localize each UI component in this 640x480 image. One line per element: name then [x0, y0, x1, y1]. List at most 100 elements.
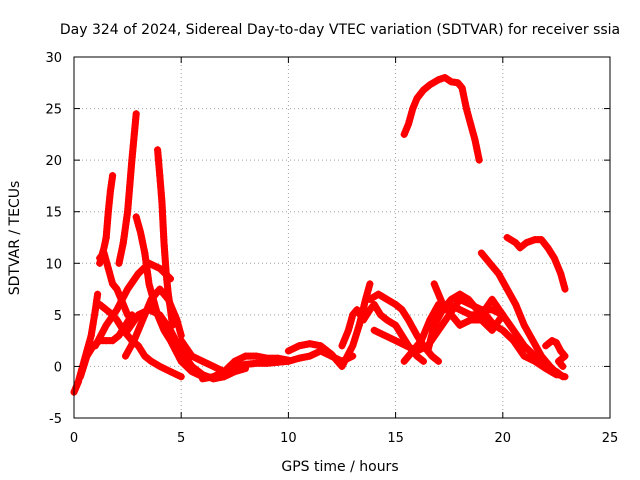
data-point [560, 282, 568, 290]
data-point [558, 273, 565, 281]
data-point [557, 270, 565, 278]
data-point [167, 275, 174, 283]
data-point [94, 290, 102, 298]
x-tick-label: 5 [177, 431, 185, 446]
x-tick-label: 10 [280, 431, 297, 446]
x-tick-label: 20 [495, 431, 512, 446]
y-tick-label: 0 [54, 360, 62, 375]
data-point [108, 277, 116, 285]
data-point [475, 156, 483, 164]
data-point [464, 111, 472, 119]
data-point [132, 110, 140, 118]
data-point [344, 326, 352, 334]
data-point [408, 108, 416, 116]
data-point [176, 328, 184, 336]
y-tick-label: 30 [45, 51, 62, 66]
data-point [469, 129, 477, 137]
data-point [102, 255, 110, 263]
data-point [435, 76, 442, 84]
data-point [435, 357, 442, 365]
data-point [420, 357, 427, 365]
series-arc-8 [154, 146, 177, 329]
data-point [74, 378, 82, 386]
y-tick-label: 5 [54, 309, 62, 324]
data-series-group [70, 74, 569, 396]
y-tick-label: 10 [45, 257, 62, 272]
data-point [467, 120, 475, 128]
y-axis-label: SDTVAR / TECUs [7, 181, 23, 296]
x-tick-label: 25 [602, 431, 619, 446]
data-point [107, 274, 115, 282]
series-arc-11 [124, 306, 249, 383]
data-point [85, 338, 93, 346]
data-point [406, 114, 414, 122]
y-tick-label: 20 [45, 154, 62, 169]
series-arc-21 [400, 74, 483, 164]
data-point [151, 302, 159, 310]
data-point [363, 289, 371, 297]
data-point [149, 292, 156, 300]
series-arc-24 [542, 337, 569, 370]
data-point [105, 268, 113, 275]
data-point [365, 283, 373, 291]
series-arc-9 [91, 259, 174, 350]
data-point [106, 271, 114, 279]
x-axis-label: GPS time / hours [281, 459, 398, 475]
data-point [405, 120, 412, 128]
data-point [561, 285, 569, 293]
series-line [400, 74, 483, 164]
data-point [132, 213, 140, 221]
data-point [148, 289, 156, 297]
series-arc-19 [400, 295, 507, 365]
data-point [470, 132, 478, 140]
data-point [345, 323, 353, 331]
data-point [346, 320, 354, 328]
data-point [407, 111, 415, 119]
data-point [175, 322, 183, 330]
data-point [104, 264, 112, 272]
y-tick-label: 25 [45, 103, 62, 118]
series-arc-10 [96, 301, 185, 381]
data-point [150, 299, 158, 306]
data-point [146, 283, 154, 291]
x-tick-label: 15 [387, 431, 404, 446]
data-point [145, 280, 153, 288]
chart-title: Day 324 of 2024, Sidereal Day-to-day VTE… [60, 22, 620, 38]
series-line [91, 259, 174, 350]
data-point [366, 280, 374, 288]
data-point [462, 105, 470, 113]
y-tick-label: 15 [45, 206, 62, 221]
data-point [134, 219, 142, 227]
data-point [468, 123, 475, 131]
data-point [109, 172, 117, 180]
series-arc-20 [430, 280, 507, 334]
data-point [466, 117, 474, 125]
data-point [177, 373, 185, 381]
data-point [176, 325, 183, 333]
data-point [124, 311, 132, 319]
data-point [103, 261, 111, 269]
data-point [558, 276, 566, 284]
plot-frame [73, 56, 611, 419]
data-point [561, 373, 569, 381]
data-point [558, 372, 566, 380]
data-point [555, 371, 562, 379]
data-point [101, 252, 109, 260]
data-point [348, 314, 356, 322]
data-point [136, 225, 144, 233]
data-point [133, 216, 141, 224]
data-point [559, 362, 567, 370]
series-arc-5 [115, 110, 140, 267]
data-point [499, 311, 507, 319]
data-point [86, 335, 94, 343]
y-tick-label: -5 [49, 412, 62, 427]
axis-ticks: 0 5 10 15 20 25 -5 0 5 10 15 20 25 30 [45, 51, 618, 446]
series-arc-23 [503, 234, 569, 293]
series-arc-22 [477, 249, 569, 381]
data-point [100, 249, 108, 257]
data-point [463, 108, 471, 116]
data-point [147, 286, 155, 294]
data-point [468, 126, 476, 134]
data-point [559, 279, 567, 287]
data-point [364, 286, 372, 294]
